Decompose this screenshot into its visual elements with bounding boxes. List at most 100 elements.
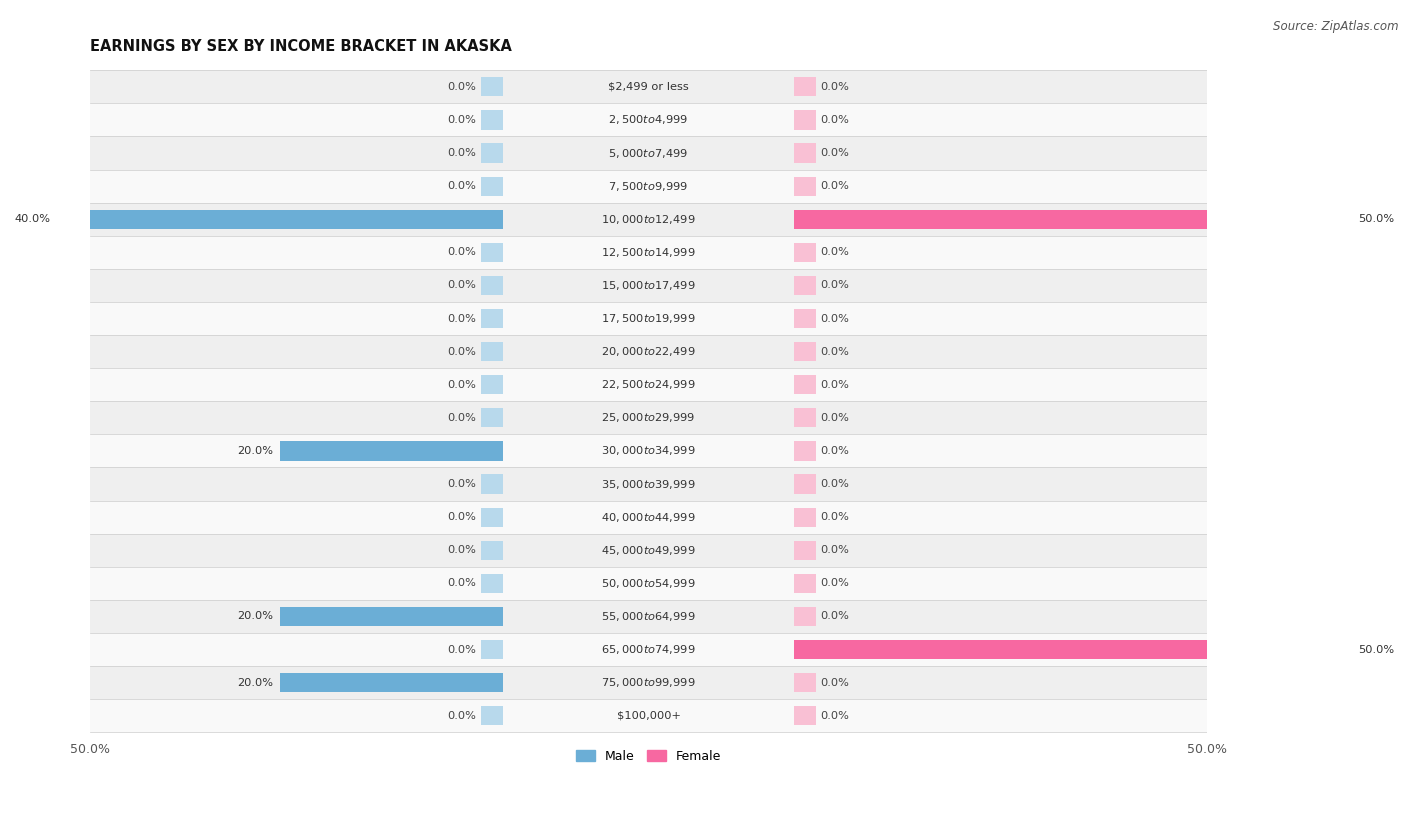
Text: $7,500 to $9,999: $7,500 to $9,999 bbox=[609, 180, 689, 193]
Text: $17,500 to $19,999: $17,500 to $19,999 bbox=[602, 312, 696, 325]
Text: 0.0%: 0.0% bbox=[447, 314, 477, 324]
Bar bbox=[481, 706, 503, 725]
Text: $20,000 to $22,499: $20,000 to $22,499 bbox=[602, 346, 696, 359]
Bar bbox=[793, 640, 1351, 659]
Text: $12,500 to $14,999: $12,500 to $14,999 bbox=[602, 246, 696, 259]
Text: 0.0%: 0.0% bbox=[447, 280, 477, 290]
Bar bbox=[481, 77, 503, 97]
Text: 40.0%: 40.0% bbox=[14, 214, 51, 224]
Text: 0.0%: 0.0% bbox=[447, 578, 477, 589]
Text: 0.0%: 0.0% bbox=[447, 645, 477, 654]
Bar bbox=[793, 507, 815, 527]
Bar bbox=[90, 137, 1206, 170]
Text: 0.0%: 0.0% bbox=[820, 181, 849, 191]
Text: 0.0%: 0.0% bbox=[820, 314, 849, 324]
Text: $40,000 to $44,999: $40,000 to $44,999 bbox=[602, 511, 696, 524]
Text: 0.0%: 0.0% bbox=[820, 82, 849, 92]
Bar bbox=[481, 309, 503, 328]
Bar bbox=[481, 640, 503, 659]
Text: 0.0%: 0.0% bbox=[820, 115, 849, 125]
Text: $2,500 to $4,999: $2,500 to $4,999 bbox=[609, 113, 689, 126]
Bar bbox=[793, 111, 815, 129]
Bar bbox=[280, 606, 503, 626]
Bar bbox=[481, 475, 503, 493]
Bar bbox=[793, 309, 815, 328]
Bar bbox=[793, 276, 815, 295]
Text: $65,000 to $74,999: $65,000 to $74,999 bbox=[602, 643, 696, 656]
Text: 0.0%: 0.0% bbox=[820, 711, 849, 721]
Text: $22,500 to $24,999: $22,500 to $24,999 bbox=[602, 378, 696, 391]
Bar bbox=[90, 633, 1206, 666]
Bar bbox=[90, 666, 1206, 699]
Bar bbox=[90, 699, 1206, 733]
Bar bbox=[90, 335, 1206, 368]
Bar bbox=[793, 606, 815, 626]
Bar bbox=[90, 368, 1206, 402]
Text: 0.0%: 0.0% bbox=[820, 611, 849, 621]
Bar bbox=[90, 434, 1206, 467]
Text: 0.0%: 0.0% bbox=[820, 346, 849, 357]
Bar bbox=[793, 574, 815, 593]
Bar bbox=[481, 111, 503, 129]
Bar bbox=[793, 408, 815, 428]
Text: 0.0%: 0.0% bbox=[820, 479, 849, 489]
Text: $50,000 to $54,999: $50,000 to $54,999 bbox=[602, 577, 696, 590]
Text: 0.0%: 0.0% bbox=[447, 546, 477, 555]
Text: $15,000 to $17,499: $15,000 to $17,499 bbox=[602, 279, 696, 292]
Text: 0.0%: 0.0% bbox=[447, 115, 477, 125]
Bar bbox=[481, 541, 503, 560]
Bar bbox=[90, 269, 1206, 302]
Bar bbox=[793, 143, 815, 163]
Bar bbox=[280, 673, 503, 693]
Text: $10,000 to $12,499: $10,000 to $12,499 bbox=[602, 213, 696, 226]
Bar bbox=[90, 236, 1206, 269]
Text: 0.0%: 0.0% bbox=[820, 280, 849, 290]
Bar bbox=[793, 475, 815, 493]
Bar bbox=[481, 176, 503, 196]
Bar bbox=[793, 441, 815, 460]
Text: $75,000 to $99,999: $75,000 to $99,999 bbox=[602, 676, 696, 689]
Text: 0.0%: 0.0% bbox=[820, 247, 849, 258]
Bar bbox=[793, 210, 1351, 228]
Text: 0.0%: 0.0% bbox=[447, 380, 477, 389]
Text: 0.0%: 0.0% bbox=[447, 346, 477, 357]
Bar bbox=[90, 567, 1206, 600]
Bar bbox=[793, 176, 815, 196]
Text: 0.0%: 0.0% bbox=[447, 512, 477, 522]
Bar bbox=[90, 501, 1206, 533]
Text: 0.0%: 0.0% bbox=[820, 512, 849, 522]
Text: $55,000 to $64,999: $55,000 to $64,999 bbox=[602, 610, 696, 623]
Text: 20.0%: 20.0% bbox=[238, 446, 273, 456]
Text: 20.0%: 20.0% bbox=[238, 611, 273, 621]
Text: $100,000+: $100,000+ bbox=[616, 711, 681, 721]
Bar bbox=[793, 673, 815, 693]
Bar bbox=[280, 441, 503, 460]
Bar bbox=[90, 170, 1206, 202]
Bar bbox=[56, 210, 503, 228]
Bar bbox=[793, 342, 815, 361]
Bar bbox=[481, 408, 503, 428]
Bar bbox=[793, 541, 815, 560]
Bar bbox=[793, 77, 815, 97]
Text: 0.0%: 0.0% bbox=[820, 578, 849, 589]
Text: $5,000 to $7,499: $5,000 to $7,499 bbox=[609, 146, 689, 159]
Bar bbox=[481, 276, 503, 295]
Text: $25,000 to $29,999: $25,000 to $29,999 bbox=[602, 411, 696, 424]
Text: 0.0%: 0.0% bbox=[447, 413, 477, 423]
Bar bbox=[90, 467, 1206, 501]
Text: 0.0%: 0.0% bbox=[447, 479, 477, 489]
Bar bbox=[90, 402, 1206, 434]
Text: 0.0%: 0.0% bbox=[447, 711, 477, 721]
Text: $45,000 to $49,999: $45,000 to $49,999 bbox=[602, 544, 696, 557]
Bar bbox=[90, 103, 1206, 137]
Text: EARNINGS BY SEX BY INCOME BRACKET IN AKASKA: EARNINGS BY SEX BY INCOME BRACKET IN AKA… bbox=[90, 39, 512, 54]
Text: $30,000 to $34,999: $30,000 to $34,999 bbox=[602, 445, 696, 458]
Bar bbox=[90, 600, 1206, 633]
Bar bbox=[90, 302, 1206, 335]
Bar bbox=[90, 202, 1206, 236]
Bar bbox=[481, 375, 503, 394]
Bar bbox=[481, 143, 503, 163]
Text: Source: ZipAtlas.com: Source: ZipAtlas.com bbox=[1274, 20, 1399, 33]
Text: 0.0%: 0.0% bbox=[820, 413, 849, 423]
Legend: Male, Female: Male, Female bbox=[571, 745, 725, 768]
